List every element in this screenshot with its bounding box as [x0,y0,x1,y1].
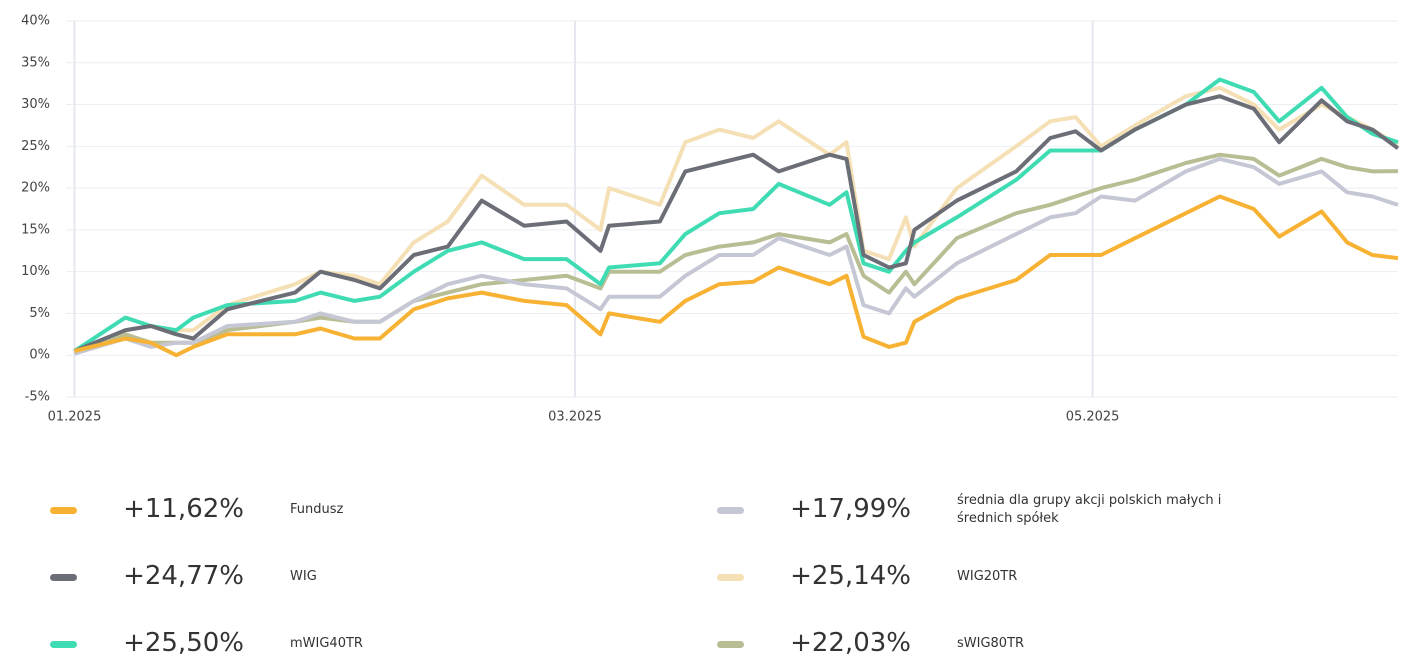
legend-value: +25,50% [123,628,244,658]
y-tick-label: 15% [21,222,50,237]
chart: -5% 0% 5% 10% 15% 20% 25% 30% 35% 40% 01.2025 03.20… [21,14,1400,425]
legend-name: sWIG80TR [957,636,1025,651]
x-tick-label: 05.2025 [1066,410,1120,425]
legend-name: WIG [290,569,317,584]
y-tick-label: 40% [21,14,50,29]
x-tick-label: 01.2025 [48,410,102,425]
y-tick-label: 5% [29,306,50,321]
legend-swatch [717,574,744,581]
series-line [74,194,1399,358]
legend-value: +17,99% [790,494,911,524]
legend-name: średnia dla grupy akcji polskich małych … [957,493,1222,526]
series-line [73,85,1400,353]
y-tick-label: 10% [21,264,50,279]
legend-value: +22,03% [790,628,911,658]
y-tick-label: 35% [21,55,50,70]
legend-value: +11,62% [123,494,244,524]
legend-name: Fundusz [290,502,344,517]
legend-swatch [50,641,77,648]
legend-swatch [717,507,744,514]
y-tick-label: 0% [29,348,50,363]
series-line [73,156,1399,356]
legend-swatch [717,641,744,648]
legend-swatch [50,574,77,581]
legend-value: +25,14% [790,561,911,591]
series-line [73,152,1399,356]
series-line [73,94,1400,353]
legend-name: WIG20TR [957,569,1018,584]
x-tick-label: 03.2025 [548,410,602,425]
y-tick-label: 20% [21,181,50,196]
legend: +11,62% Fundusz +24,77% WIG +25,50% mWIG40TR +… [0,470,1416,670]
y-tick-label: 25% [21,139,50,154]
y-tick-label: -5% [25,390,50,405]
series-line [73,77,1399,353]
legend-swatch [50,507,77,514]
y-tick-label: 30% [21,97,50,112]
legend-value: +24,77% [123,561,244,591]
legend-name: mWIG40TR [290,636,363,651]
